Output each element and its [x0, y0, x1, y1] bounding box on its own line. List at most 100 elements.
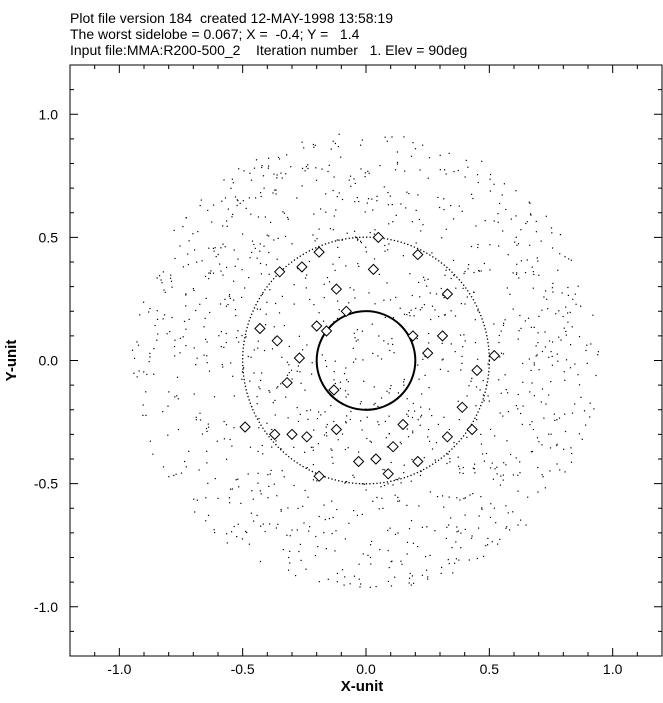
background-dot — [238, 486, 240, 488]
background-dot — [503, 183, 505, 185]
background-dot — [474, 319, 476, 321]
background-dot — [168, 476, 170, 478]
background-dot — [392, 317, 395, 319]
background-dot — [454, 315, 457, 317]
background-dot — [359, 586, 361, 588]
background-dot — [205, 520, 207, 522]
background-dot — [251, 240, 254, 242]
background-dot — [461, 362, 463, 364]
background-dot — [313, 213, 315, 215]
background-dot — [255, 197, 257, 199]
background-dot — [551, 364, 553, 366]
background-dot — [332, 189, 334, 192]
background-dot — [515, 236, 517, 238]
background-dot — [274, 189, 276, 191]
background-dot — [577, 374, 579, 376]
background-dot — [470, 380, 472, 382]
background-dot — [207, 482, 209, 484]
background-dot — [334, 360, 336, 362]
background-dot — [360, 144, 362, 146]
background-dot — [288, 569, 290, 571]
background-dot — [504, 374, 506, 376]
background-dot — [333, 215, 335, 217]
background-dot — [275, 302, 277, 305]
background-dot — [352, 474, 354, 476]
background-dot — [248, 543, 250, 545]
background-dot — [332, 229, 334, 231]
background-dot — [268, 165, 270, 167]
background-dot — [545, 215, 547, 217]
background-dot — [227, 208, 229, 210]
background-dot — [328, 164, 330, 166]
background-dot — [327, 578, 329, 580]
background-dot — [336, 572, 338, 574]
background-dot — [291, 378, 293, 380]
background-dot — [343, 584, 345, 586]
background-dot — [519, 472, 521, 474]
background-dot — [388, 567, 390, 569]
background-dot — [590, 343, 592, 345]
background-dot — [389, 195, 391, 197]
background-dot — [277, 523, 279, 525]
background-dot — [295, 575, 297, 577]
background-dot — [507, 512, 509, 514]
background-dot — [333, 371, 335, 373]
background-dot — [230, 187, 232, 189]
background-dot — [280, 383, 282, 385]
background-dot — [162, 318, 164, 320]
background-dot — [461, 210, 463, 212]
background-dot — [515, 457, 517, 459]
background-dot — [184, 460, 186, 463]
background-dot — [558, 310, 560, 312]
background-dot — [488, 400, 490, 402]
background-dot — [517, 490, 519, 492]
background-dot — [217, 253, 219, 256]
background-dot — [538, 441, 540, 443]
background-dot — [316, 418, 318, 420]
background-dot — [271, 428, 273, 431]
background-dot — [492, 478, 494, 480]
background-dot — [407, 436, 410, 438]
background-dot — [406, 191, 408, 193]
background-dot — [421, 393, 423, 395]
background-dot — [156, 310, 158, 312]
background-dot — [237, 478, 239, 480]
background-dot — [365, 251, 367, 253]
background-dot — [406, 428, 408, 430]
background-dot — [353, 575, 356, 577]
background-dot — [325, 548, 327, 550]
background-dot — [195, 309, 197, 312]
background-dot — [463, 272, 465, 275]
background-dot — [589, 402, 591, 404]
background-dot — [355, 358, 357, 360]
background-dot — [313, 146, 315, 148]
background-dot — [307, 167, 309, 170]
background-dot — [199, 412, 201, 414]
background-dot — [418, 505, 420, 507]
background-dot — [568, 258, 570, 260]
background-dot — [359, 403, 361, 405]
background-dot — [336, 581, 338, 583]
inner-solid-circle — [315, 310, 417, 411]
background-dot — [193, 393, 195, 395]
background-dot — [373, 258, 376, 260]
background-dot — [510, 453, 512, 456]
background-dot — [552, 341, 554, 343]
background-dot — [369, 440, 371, 442]
background-dot — [328, 518, 330, 520]
background-dot — [361, 513, 363, 515]
background-dot — [459, 499, 461, 501]
background-dot — [188, 318, 190, 320]
diamond-marker — [412, 248, 424, 261]
background-dot — [498, 245, 500, 247]
background-dot — [338, 309, 340, 311]
background-dot — [346, 379, 348, 381]
background-dot — [313, 429, 315, 431]
background-dot — [153, 348, 155, 350]
background-dot — [224, 298, 226, 300]
background-dot — [205, 427, 208, 430]
background-dot — [533, 395, 535, 397]
background-dot — [380, 397, 383, 399]
background-dot — [442, 358, 444, 360]
background-dot — [506, 440, 508, 442]
